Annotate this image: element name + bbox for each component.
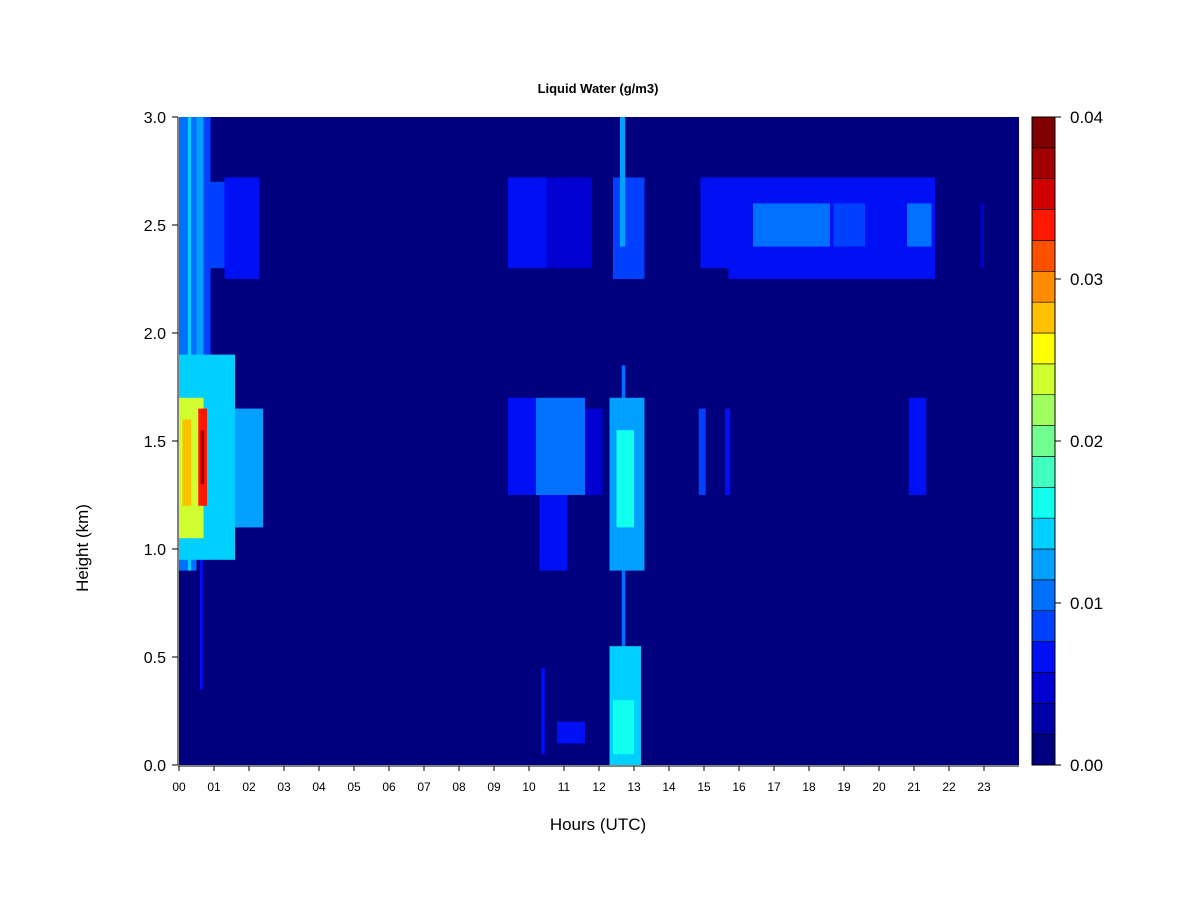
x-tick-label: 03 (277, 780, 291, 794)
heatmap-cell (224, 177, 260, 279)
heatmap-cell (182, 419, 192, 506)
heatmap-cell (700, 177, 729, 269)
heatmap-cells (179, 117, 984, 765)
heatmap-cell (508, 397, 536, 495)
y-tick-label: 1.0 (144, 542, 166, 559)
heatmap-cell (541, 667, 545, 755)
colorbar-segment (1031, 702, 1056, 735)
x-tick-label: 16 (732, 780, 746, 794)
x-tick-label: 22 (942, 780, 956, 794)
x-tick-label: 08 (452, 780, 466, 794)
colorbar-segment (1031, 363, 1056, 396)
heatmap-cell (908, 397, 927, 495)
heatmap-cell (536, 397, 585, 495)
x-tick-label: 23 (977, 780, 991, 794)
x-axis: 00 01 02 03 04 05 06 07 08 09 10 11 12 13 14 15 16 17 18 19… (172, 765, 1019, 794)
x-tick-label: 06 (382, 780, 396, 794)
plot-area (179, 117, 1019, 765)
x-tick-label: 11 (558, 780, 571, 794)
heatmap-cell (191, 117, 197, 571)
heatmap-cell (235, 408, 263, 528)
heatmap-cell (179, 117, 188, 571)
heatmap-cell (200, 559, 203, 690)
heatmap-cell (210, 181, 225, 269)
heatmap-cell (585, 408, 603, 495)
heatmap-cell (203, 117, 211, 377)
x-tick-label: 17 (767, 780, 781, 794)
heatmap-cell (546, 177, 592, 269)
x-tick-label: 04 (312, 780, 326, 794)
x-tick-label: 13 (627, 780, 641, 794)
colorbar-segment (1031, 178, 1056, 210)
y-tick-label: 2.0 (144, 326, 166, 343)
colorbar-tick-label: 0.02 (1070, 432, 1103, 451)
colorbar-tick-label: 0.00 (1070, 756, 1103, 775)
heatmap-cell (200, 430, 205, 485)
y-tick-label: 1.5 (144, 434, 166, 451)
x-tick-label: 12 (592, 780, 606, 794)
x-tick-label: 15 (697, 780, 711, 794)
heatmap-cell (613, 177, 645, 279)
colorbar-segment (1031, 548, 1056, 581)
x-tick-label: 21 (907, 780, 921, 794)
colorbar-tick-label: 0.01 (1070, 594, 1103, 613)
heatmap-cell (725, 408, 731, 495)
x-tick-label: 02 (242, 780, 256, 794)
x-tick-label: 05 (347, 780, 361, 794)
colorbar-segment (1031, 486, 1056, 519)
colorbar-segment (1031, 517, 1056, 550)
colorbar-segment (1031, 579, 1056, 612)
x-tick-label: 09 (487, 780, 501, 794)
colorbar-segment (1031, 733, 1056, 766)
y-tick-label: 0.5 (144, 650, 166, 667)
colorbar-segment (1031, 240, 1056, 272)
heatmap-cell (613, 700, 634, 755)
x-tick-label: 14 (662, 780, 676, 794)
chart-title: Liquid Water (g/m3) (538, 81, 659, 96)
colorbar-segment (1031, 672, 1056, 704)
y-axis-label: Height (km) (73, 504, 92, 592)
x-tick-label: 18 (802, 780, 816, 794)
y-tick-label: 0.0 (144, 758, 166, 775)
heatmap-cell (187, 117, 192, 571)
colorbar-segment (1031, 332, 1056, 365)
y-tick-label: 3.0 (144, 110, 166, 127)
y-axis: 0.0 0.5 1.0 1.5 2.0 2.5 3.0 (144, 110, 179, 775)
heatmap-cell (698, 408, 706, 495)
colorbar-segment (1031, 394, 1056, 426)
x-tick-label: 20 (872, 780, 886, 794)
heatmap-cell (907, 203, 932, 247)
colorbar-segment (1031, 270, 1056, 303)
heatmap-cell (620, 117, 626, 247)
heatmap-cell (616, 430, 634, 528)
x-tick-label: 00 (172, 780, 186, 794)
colorbar-segment (1031, 301, 1056, 334)
colorbar-segment (1031, 209, 1056, 241)
heatmap-cell (833, 203, 865, 247)
colorbar-segment (1031, 147, 1056, 180)
colorbar-segment (1031, 610, 1056, 642)
colorbar-segment (1031, 425, 1056, 457)
y-tick-label: 2.5 (144, 218, 166, 235)
colorbar: 0.00 0.01 0.02 0.03 0.04 (1031, 108, 1103, 775)
x-axis-label: Hours (UTC) (550, 815, 646, 834)
heatmap-cell (539, 495, 568, 571)
heatmap-cell (196, 117, 204, 377)
x-tick-label: 01 (207, 780, 221, 794)
heatmap-cell (508, 177, 547, 269)
colorbar-segment (1031, 641, 1056, 673)
colorbar-segment (1031, 116, 1056, 149)
heatmap-cell (980, 203, 984, 269)
colorbar-segment (1031, 456, 1056, 488)
x-tick-label: 19 (837, 780, 851, 794)
x-tick-label: 10 (522, 780, 536, 794)
x-tick-label: 07 (417, 780, 431, 794)
colorbar-tick-label: 0.04 (1070, 108, 1103, 127)
heatmap-cell (753, 203, 830, 247)
heatmap-cell (557, 721, 585, 744)
colorbar-tick-label: 0.03 (1070, 270, 1103, 289)
